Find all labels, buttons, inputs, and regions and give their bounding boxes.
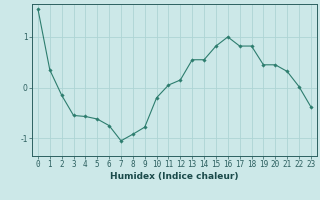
X-axis label: Humidex (Indice chaleur): Humidex (Indice chaleur) — [110, 172, 239, 181]
